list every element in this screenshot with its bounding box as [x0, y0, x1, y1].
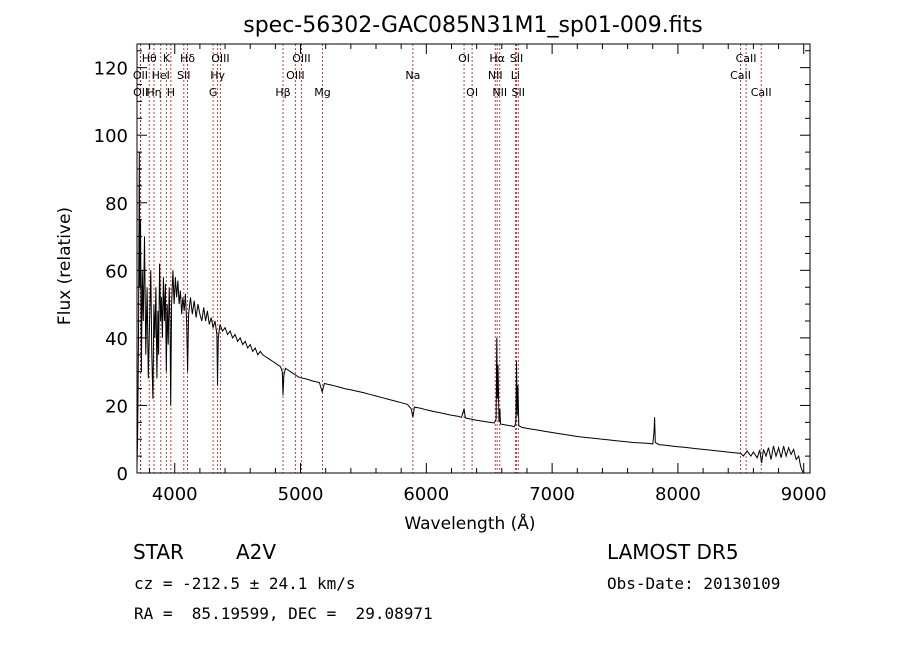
spectral-line-label: Hα: [489, 52, 505, 65]
spectral-line-markers: [139, 44, 762, 473]
spectral-line-label: NII: [492, 86, 507, 99]
x-tick-label: 5000: [278, 484, 324, 505]
x-tick-label: 7000: [529, 484, 575, 505]
spectral-line-label: CaII: [736, 52, 757, 65]
spectral-line-label: NII: [488, 69, 503, 82]
x-tick-label: 9000: [781, 484, 827, 505]
spectral-line-label: Na: [405, 69, 420, 82]
spectral-line-label: OIII: [286, 69, 304, 82]
y-tick-label: 100: [94, 126, 128, 147]
x-tick-label: 8000: [655, 484, 701, 505]
y-tick-label: 0: [117, 464, 128, 485]
spectral-line-label: OIII: [211, 52, 229, 65]
y-tick-label: 120: [94, 59, 128, 80]
redshift-velocity: cz = -212.5 ± 24.1 km/s: [134, 574, 356, 593]
spectral-line-label: OI: [458, 52, 470, 65]
chart-title: spec-56302-GAC085N31M1_sp01-009.fits: [243, 13, 703, 38]
spectral-line-label: CaII: [751, 86, 772, 99]
spectral-line-label: H: [167, 86, 175, 99]
spectral-line-label: Mg: [314, 86, 330, 99]
spectral-line-label: K: [163, 52, 171, 65]
spectral-line-label: Hδ: [180, 52, 195, 65]
spectral-line-label: CaII: [730, 69, 751, 82]
spectral-line-label: G: [209, 86, 218, 99]
x-axis-label: Wavelength (Å): [404, 512, 535, 534]
plot-frame: [136, 43, 811, 474]
spectral-line-label: OII: [133, 69, 148, 82]
x-tick-label: 6000: [403, 484, 449, 505]
spectral-line-label: Hγ: [210, 69, 225, 82]
coordinates: RA = 85.19599, DEC = 29.08971: [134, 604, 433, 623]
x-axis-ticks: 4000 5000 6000 7000 8000 9000: [149, 44, 827, 505]
subclass: A2V: [236, 540, 277, 564]
y-tick-label: 60: [105, 261, 128, 282]
spectral-line-label: OI: [466, 86, 478, 99]
survey-name: LAMOST DR5: [607, 540, 739, 564]
y-tick-label: 80: [105, 194, 128, 215]
spectral-line-label: Hη: [146, 86, 161, 99]
spectral-line-label: SII: [512, 86, 525, 99]
spectral-line-label: Hβ: [275, 86, 290, 99]
object-class: STAR: [133, 540, 184, 564]
spectral-line-label: SII: [510, 52, 523, 65]
spectral-line-label: HeI: [152, 69, 170, 82]
x-tick-label: 4000: [152, 484, 198, 505]
spectral-line-label: Li: [511, 69, 520, 82]
spectrum-line: [136, 152, 805, 474]
y-axis-ticks: 0 20 40 60 80 100 120: [94, 50, 810, 485]
y-tick-label: 40: [105, 329, 128, 350]
y-tick-label: 20: [105, 396, 128, 417]
spectral-line-label: OIII: [292, 52, 310, 65]
observation-date: Obs-Date: 20130109: [607, 574, 781, 593]
spectral-line-label: Hθ: [142, 52, 157, 65]
y-axis-label: Flux (relative): [55, 207, 75, 325]
spectral-line-label: SII: [177, 69, 190, 82]
